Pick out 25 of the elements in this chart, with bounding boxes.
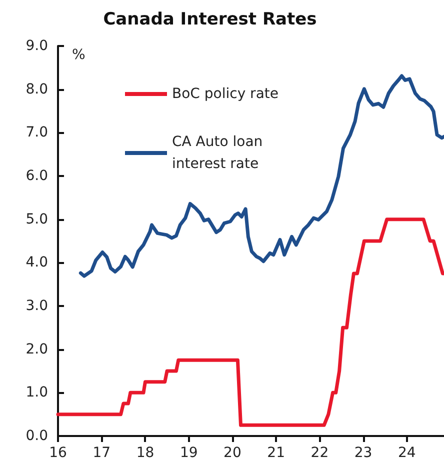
y-tick-label: 7.0 — [26, 124, 48, 141]
y-tick-label: 9.0 — [26, 38, 48, 54]
y-tick-label: 6.0 — [26, 168, 48, 184]
x-tick-label: 19 — [180, 445, 198, 461]
x-tick-label: 16 — [49, 445, 67, 461]
x-tick-label: 21 — [267, 445, 285, 461]
x-tick-label: 23 — [354, 445, 372, 461]
x-tick-label: 17 — [92, 445, 111, 461]
y-tick-label: 2.0 — [26, 341, 48, 358]
y-tick-label: 8.0 — [26, 81, 48, 98]
legend-label: CA Auto loan interest rate — [172, 134, 268, 172]
y-axis-title: % — [72, 47, 86, 63]
x-tick-label: 22 — [310, 445, 329, 461]
y-tick-label: 4.0 — [26, 254, 48, 271]
x-tick-label: 24 — [398, 445, 416, 461]
line-series — [56, 218, 444, 427]
x-tick-label: 18 — [136, 445, 154, 461]
x-tick-label: 20 — [224, 445, 242, 461]
line-series — [78, 74, 444, 278]
legend-label: BoC policy rate — [172, 86, 278, 102]
chart-title: Canada Interest Rates — [103, 10, 317, 30]
y-tick-label: 0.0 — [26, 428, 48, 444]
y-tick-label: 3.0 — [26, 298, 48, 314]
y-tick-label: 5.0 — [26, 211, 48, 228]
y-tick-label: 1.0 — [26, 384, 48, 401]
